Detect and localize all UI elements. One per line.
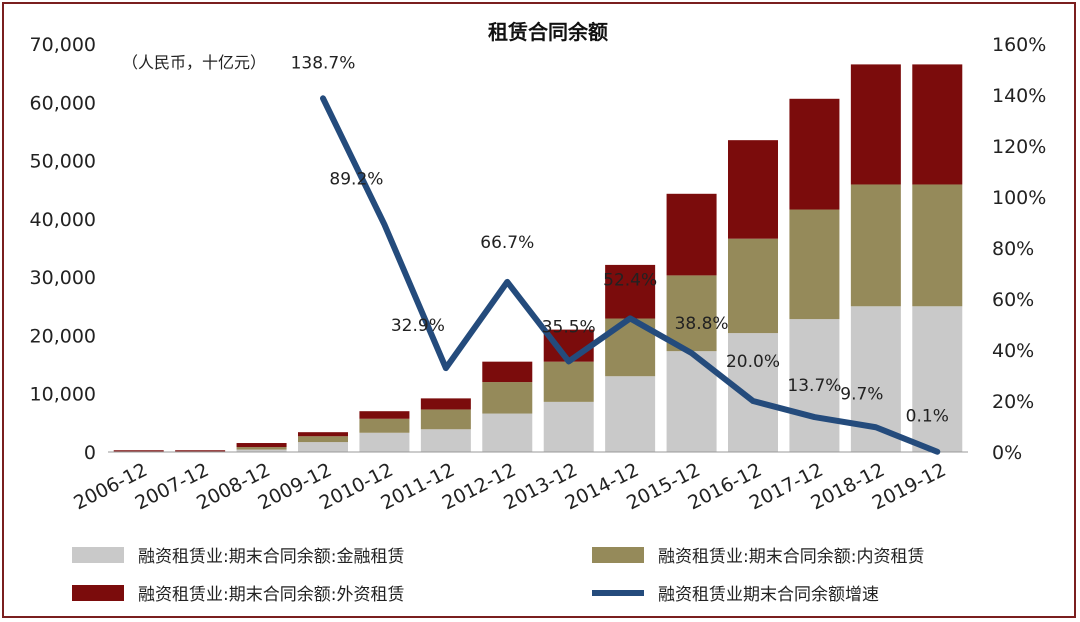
bar-segment-1: [236, 449, 287, 452]
bar-segment-1: [728, 333, 778, 452]
bar-segment-3: [298, 432, 348, 437]
bar-segment-2: [850, 184, 901, 307]
growth-data-label: 20.0%: [726, 352, 780, 372]
legend-label: 融资租赁业:期末合同余额:金融租赁: [138, 547, 404, 567]
bar-segment-3: [605, 264, 656, 319]
bar-segment-1: [420, 429, 471, 452]
bar-segment-2: [236, 447, 287, 450]
legend-swatch-2: [592, 547, 644, 563]
bar-segment-1: [298, 442, 348, 452]
bar-segment-1: [789, 319, 840, 452]
growth-data-label: 32.9%: [391, 316, 445, 336]
y-right-tick-label: 40%: [992, 340, 1034, 362]
bar-segment-2: [482, 382, 533, 414]
y-left-tick-label: 10,000: [30, 384, 96, 406]
bar-segment-3: [175, 450, 226, 452]
unit-note: （人民币，十亿元）: [122, 53, 266, 72]
y-right-tick-label: 80%: [992, 238, 1034, 260]
legend-swatch-1: [72, 547, 124, 563]
growth-data-label: 9.7%: [840, 384, 883, 404]
y-left-tick-label: 20,000: [30, 325, 96, 347]
bar-segment-2: [912, 184, 963, 307]
y-left-tick-label: 70,000: [30, 34, 96, 56]
bar-segment-2: [359, 418, 410, 433]
bar-segment-2: [298, 436, 348, 443]
growth-line: [320, 95, 941, 455]
y-left-tick-label: 0: [84, 442, 96, 464]
bar-segment-3: [543, 329, 594, 362]
bar-segment-2: [420, 409, 471, 430]
y-right-tick-label: 60%: [992, 289, 1034, 311]
y-left-tick-label: 60,000: [30, 92, 96, 114]
y-right-tick-label: 140%: [992, 85, 1046, 107]
bar-segment-1: [359, 432, 410, 452]
growth-data-label: 35.5%: [542, 317, 596, 337]
growth-data-label: 13.7%: [787, 376, 841, 396]
bar-segment-1: [912, 306, 963, 452]
y-right-tick-label: 0%: [992, 442, 1022, 464]
legend-label: 融资租赁业:期末合同余额:外资租赁: [138, 585, 404, 605]
bar-segment-3: [236, 443, 287, 448]
bar-segment-3: [666, 193, 717, 276]
y-left-tick-label: 30,000: [30, 267, 96, 289]
bar-segment-3: [359, 411, 410, 419]
bar-segment-2: [543, 361, 594, 402]
y-left-tick-label: 40,000: [30, 209, 96, 231]
bar-segment-3: [912, 64, 963, 185]
growth-data-label: 0.1%: [906, 407, 949, 427]
y-right-tick-label: 120%: [992, 136, 1046, 158]
bar-segment-3: [420, 398, 471, 410]
bar-segment-1: [543, 401, 594, 452]
y-right-tick-label: 20%: [992, 391, 1034, 413]
bar-segment-3: [728, 140, 778, 239]
growth-data-label: 38.8%: [675, 314, 729, 334]
bar-segment-3: [113, 450, 164, 452]
growth-data-label: 66.7%: [480, 233, 534, 253]
legend-label: 融资租赁业期末合同余额增速: [658, 585, 879, 605]
bar-segment-2: [666, 275, 717, 352]
bar-segment-2: [789, 209, 840, 320]
bar-segment-3: [850, 64, 901, 185]
growth-data-label: 89.2%: [329, 170, 383, 190]
growth-data-label: 138.7%: [291, 53, 356, 73]
legend-swatch-3: [72, 585, 124, 601]
legend-label: 融资租赁业:期末合同余额:内资租赁: [658, 547, 924, 567]
chart-title: 租赁合同余额: [488, 20, 608, 44]
bar-segment-3: [482, 361, 533, 383]
bar-segment-2: [728, 238, 778, 334]
bar-segment-3: [789, 98, 840, 210]
y-right-tick-label: 100%: [992, 187, 1046, 209]
y-right-tick-label: 160%: [992, 34, 1046, 56]
growth-data-label: 52.4%: [603, 270, 657, 290]
bar-segment-1: [482, 413, 533, 452]
y-left-tick-label: 50,000: [30, 151, 96, 173]
bar-segment-1: [605, 376, 656, 452]
